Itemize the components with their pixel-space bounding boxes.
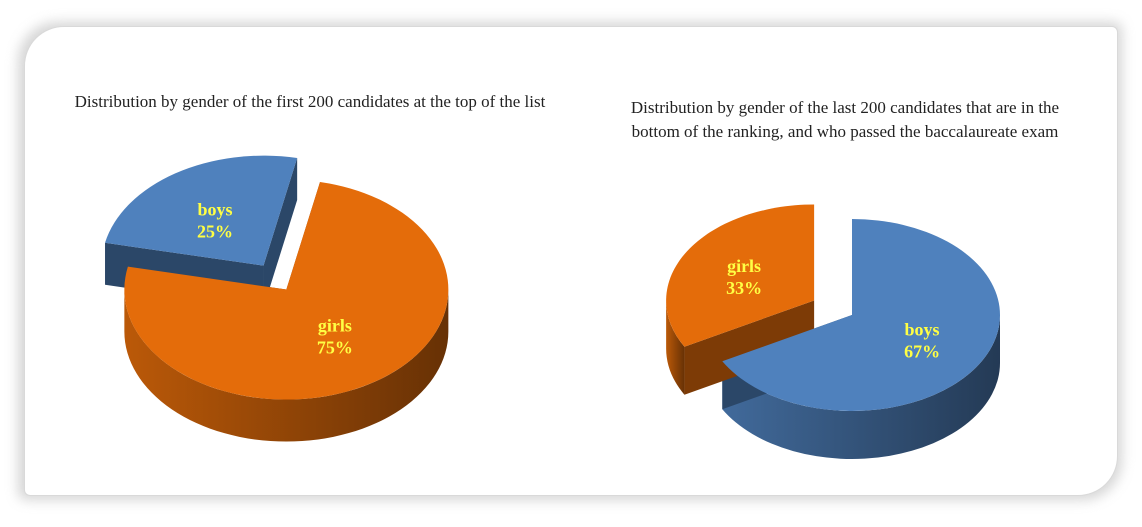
slice-label-girls: girls: [727, 256, 761, 276]
slice-boys: [105, 155, 298, 266]
slice-percent-girls: 75%: [317, 338, 353, 358]
slice-boys-cut-1: [263, 158, 298, 308]
slice-label-boys: boys: [905, 319, 940, 339]
slice-girls-wall: [666, 300, 685, 395]
slice-girls: [666, 204, 815, 347]
slice-boys-wall: [722, 315, 1000, 460]
slice-girls-side: [666, 300, 815, 395]
slice-girls-wall: [124, 289, 449, 442]
chart-title-right-line-1: Distribution by gender of the last 200 c…: [630, 98, 1060, 117]
slice-percent-girls: 33%: [726, 278, 762, 298]
chart-title-right: Distribution by gender of the last 200 c…: [585, 96, 1105, 144]
chart-title-left: Distribution by gender of the first 200 …: [74, 92, 546, 111]
slice-girls-cut-0: [684, 300, 815, 395]
slice-label-girls: girls: [318, 316, 352, 336]
chart-title-right-line-2: bottom of the ranking, and who passed th…: [631, 122, 1059, 141]
slice-label-boys: boys: [197, 200, 232, 220]
slice-boys: [722, 219, 1001, 412]
slice-percent-boys: 67%: [904, 341, 940, 361]
slice-percent-boys: 25%: [197, 222, 233, 242]
slice-girls: [124, 181, 449, 400]
